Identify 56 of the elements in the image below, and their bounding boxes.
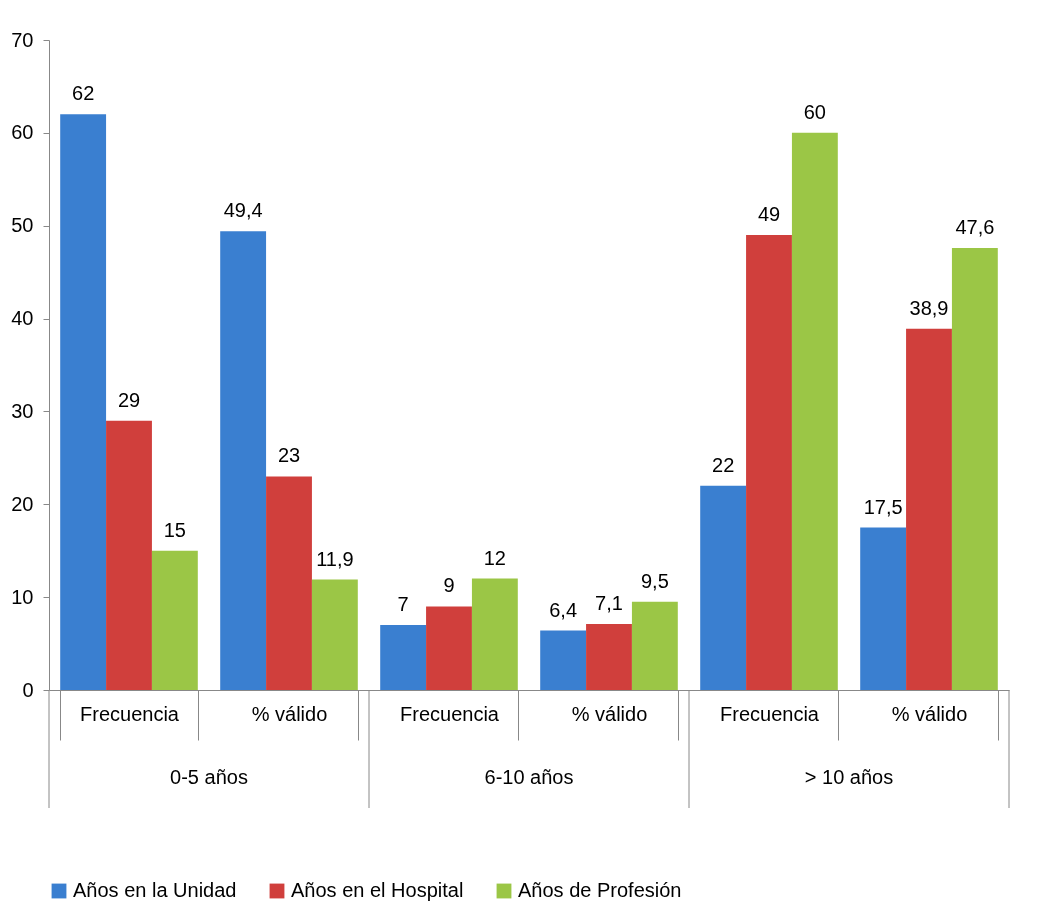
data-label: 15 <box>163 518 186 541</box>
data-label: 29 <box>117 388 141 411</box>
bar <box>426 606 472 690</box>
x-tick-label: Frecuencia <box>400 702 500 725</box>
data-label: 7 <box>397 593 409 615</box>
data-label: 9,5 <box>640 569 669 592</box>
bar <box>380 625 427 690</box>
text: > 10 años <box>804 766 894 788</box>
text: 6-10 años <box>484 766 574 788</box>
bar <box>151 550 198 690</box>
bar <box>746 235 792 690</box>
text: 0-5 años <box>170 766 248 788</box>
legend-label: Años en la Unidad <box>73 879 237 901</box>
data-label: 47,6 <box>955 216 995 238</box>
data-label: 6,4 <box>549 598 578 621</box>
y-tick-label: 70 <box>11 28 34 51</box>
data-label: 17,5 <box>863 495 903 518</box>
data-label: 7,1 <box>595 592 623 615</box>
bar <box>220 231 267 690</box>
data-label: 60 <box>803 100 826 123</box>
bar <box>631 601 678 690</box>
bar <box>471 578 518 690</box>
x-tick-label: Frecuencia <box>720 702 820 725</box>
bar <box>540 630 587 690</box>
bar <box>906 328 952 690</box>
y-tick-label: 30 <box>11 399 34 422</box>
y-tick-label: 60 <box>11 121 34 144</box>
x-tick-label: Frecuencia <box>80 702 180 725</box>
bar <box>700 485 747 690</box>
bar <box>311 579 358 690</box>
legend-label: Años de Profesión <box>518 879 682 901</box>
data-label: 49,4 <box>223 199 263 222</box>
bar <box>951 248 998 690</box>
data-label: 38,9 <box>909 296 949 319</box>
data-label: 22 <box>712 453 735 476</box>
data-label: 9 <box>443 574 455 597</box>
data-label: 62 <box>72 82 95 105</box>
data-label: 49 <box>757 203 781 225</box>
bar <box>106 420 152 690</box>
bar <box>60 114 107 690</box>
x-tick-label: % válido <box>251 702 328 725</box>
bar <box>860 527 907 690</box>
x-tick-label: % válido <box>891 702 968 725</box>
bar <box>586 624 632 690</box>
legend-label: Años en el Hospital <box>291 879 464 901</box>
data-label: 11,9 <box>316 547 354 570</box>
y-tick-label: 50 <box>11 214 34 237</box>
bar <box>791 132 838 690</box>
bar <box>266 476 312 690</box>
data-label: 23 <box>277 444 301 467</box>
y-tick-label: 40 <box>11 307 34 330</box>
y-tick-label: 0 <box>22 678 34 701</box>
y-tick-label: 10 <box>11 585 34 608</box>
x-tick-label: % válido <box>571 702 648 725</box>
y-tick-label: 20 <box>11 492 34 515</box>
data-label: 12 <box>483 546 506 569</box>
